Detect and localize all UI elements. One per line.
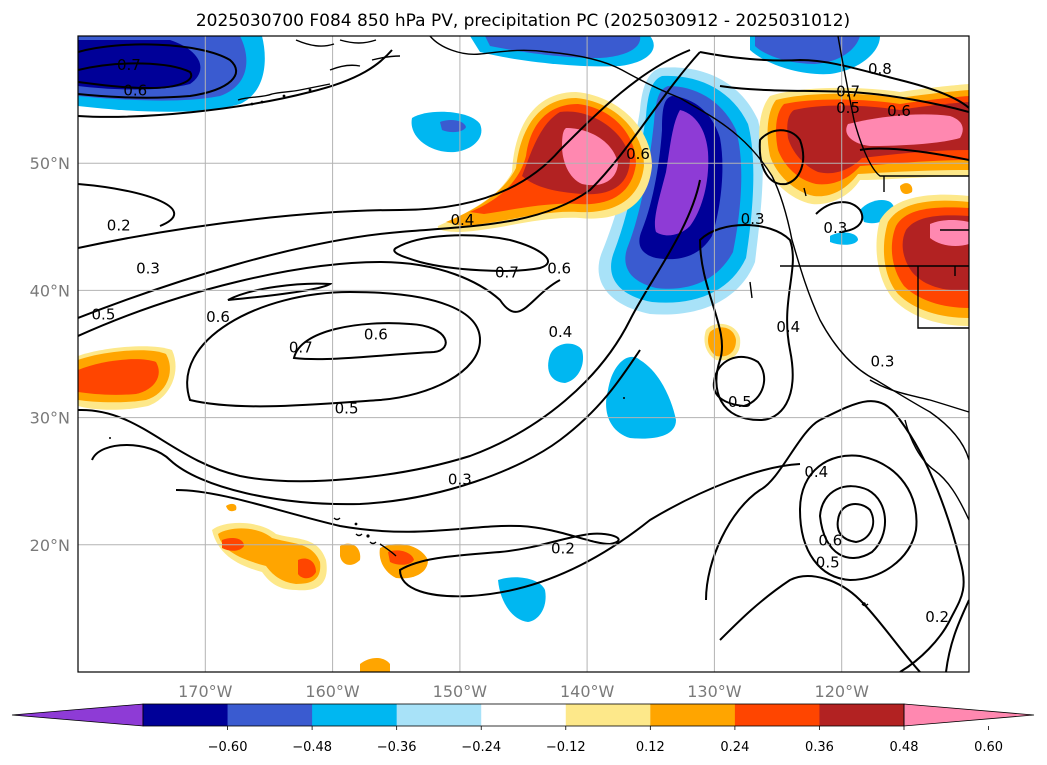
colorbar-tick-label: 0.24 [720, 740, 749, 755]
contour-label: 0.6 [123, 81, 147, 99]
contour-label: 0.4 [776, 318, 800, 336]
contour-label: 0.6 [364, 326, 388, 344]
lon-tick-label: 120°W [815, 682, 870, 701]
colorbar-segment [734, 704, 820, 726]
lon-tick-label: 140°W [560, 682, 615, 701]
colorbar-tick-label: 0.36 [805, 740, 834, 755]
contour-label: 0.3 [871, 352, 895, 370]
contour-label: 0.5 [92, 305, 116, 323]
colorbar-tick-label: 0.48 [890, 740, 919, 755]
colorbar-tick-label: −0.24 [461, 740, 501, 755]
longitude-ticks: 170°W 160°W 150°W 140°W 130°W 120°W [178, 682, 869, 701]
colorbar-tick-label: −0.36 [377, 740, 417, 755]
lon-tick-label: 150°W [433, 682, 488, 701]
lon-tick-label: 160°W [305, 682, 360, 701]
colorbar-tick-label: −0.12 [546, 740, 586, 755]
colorbar-extend-low [11, 703, 144, 727]
colorbar-tick-label: −0.48 [292, 740, 332, 755]
map-title: 2025030700 F084 850 hPa PV, precipitatio… [196, 11, 850, 31]
lat-tick-label: 20°N [30, 536, 70, 555]
contour-label: 0.5 [816, 553, 840, 571]
contour-label: 0.4 [450, 211, 474, 229]
colorbar-frame [142, 703, 905, 727]
contour-label: 0.5 [836, 99, 860, 117]
contour-label: 0.2 [925, 608, 949, 626]
contour-label: 0.6 [626, 145, 650, 163]
island-dots [109, 88, 866, 606]
contour-label: 0.7 [289, 338, 313, 356]
coastlines [237, 36, 969, 607]
shading-positive [78, 84, 969, 672]
colorbar-segment [227, 704, 313, 726]
contour-label: 0.3 [823, 219, 847, 237]
lat-tick-label: 40°N [30, 281, 70, 300]
contour-label: 0.6 [206, 308, 230, 326]
graticule [78, 36, 969, 672]
contour-label: 0.4 [804, 463, 828, 481]
contour-label: 0.7 [836, 83, 860, 101]
contour-label: 0.3 [448, 471, 472, 489]
map-frame [77, 35, 970, 673]
colorbar-segment [565, 704, 651, 726]
lat-tick-label: 30°N [30, 409, 70, 428]
contour-label: 0.5 [335, 399, 359, 417]
map-area: 0.70.60.80.70.5 0.60.60.3 0.30.2 0.40.3 0.7 0… [78, 36, 969, 672]
colorbar-tick-label: 0.12 [636, 740, 665, 755]
contour-label: 0.7 [117, 56, 141, 74]
colorbar: −0.60 −0.48 −0.36 −0.24 −0.12 0.12 0.24 0.36 0.4… [11, 703, 1035, 755]
colorbar-tick-label: 0.60 [974, 740, 1003, 755]
colorbar-extend-high [903, 703, 1035, 727]
latitude-ticks: 20°N 30°N 40°N 50°N [30, 154, 70, 555]
colorbar-segment [312, 704, 398, 726]
lon-tick-label: 130°W [687, 682, 742, 701]
contour-label: 0.3 [741, 210, 765, 228]
contour-labels: 0.70.60.80.70.5 0.60.60.3 0.30.2 0.40.3 0.7 0… [92, 56, 950, 626]
lon-tick-label: 170°W [178, 682, 233, 701]
lat-tick-label: 50°N [30, 154, 70, 173]
contour-label: 0.8 [868, 60, 892, 78]
contour-label: 0.2 [107, 216, 131, 234]
contour-label: 0.6 [887, 102, 911, 120]
colorbar-segment [143, 704, 229, 726]
contour-label: 0.2 [551, 539, 575, 557]
contour-label: 0.6 [818, 532, 842, 550]
contour-label: 0.6 [547, 260, 571, 278]
colorbar-tick-label: −0.60 [208, 740, 248, 755]
contour-label: 0.3 [136, 260, 160, 278]
colorbar-segment [819, 704, 905, 726]
colorbar-segment [396, 704, 482, 726]
colorbar-segment [650, 704, 736, 726]
contour-label: 0.7 [495, 263, 519, 281]
contour-label: 0.5 [728, 393, 752, 411]
colorbar-segment [481, 704, 567, 726]
contour-label: 0.4 [548, 323, 572, 341]
